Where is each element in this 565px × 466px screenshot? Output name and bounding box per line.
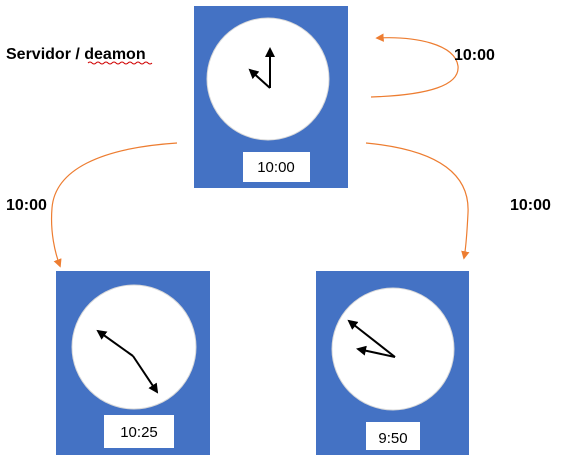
right-client-hour-hand bbox=[356, 345, 396, 358]
right-client-arrow bbox=[365, 142, 470, 260]
left-client-node: 10:25 bbox=[56, 271, 210, 455]
left-client-time: 10:25 bbox=[120, 424, 158, 441]
right-client-edge-label: 10:00 bbox=[510, 197, 551, 214]
right-client-time: 9:50 bbox=[378, 430, 407, 447]
server-time-box bbox=[243, 152, 310, 182]
right-client-minute-hand bbox=[347, 319, 396, 358]
server-node: 10:00 bbox=[194, 6, 348, 188]
right-client-node: 9:50 bbox=[316, 271, 469, 455]
spellcheck-underline bbox=[87, 61, 153, 65]
server-self-arrow bbox=[370, 33, 459, 98]
server-hour-hand bbox=[248, 68, 271, 89]
left-client-clock-face bbox=[71, 284, 197, 410]
right-client-time-box bbox=[366, 422, 420, 450]
server-time: 10:00 bbox=[257, 159, 295, 176]
left-client-time-box bbox=[104, 415, 174, 448]
server-title: Servidor / deamon bbox=[6, 46, 146, 63]
left-client-hour-hand bbox=[96, 329, 134, 357]
right-client-clock-face bbox=[331, 287, 455, 411]
left-client-minute-hand bbox=[132, 355, 159, 394]
server-self-edge-label: 10:00 bbox=[454, 47, 495, 64]
left-client-edge-label: 10:00 bbox=[6, 197, 47, 214]
server-clock-face bbox=[206, 17, 330, 141]
left-client-arrow bbox=[50, 142, 178, 268]
